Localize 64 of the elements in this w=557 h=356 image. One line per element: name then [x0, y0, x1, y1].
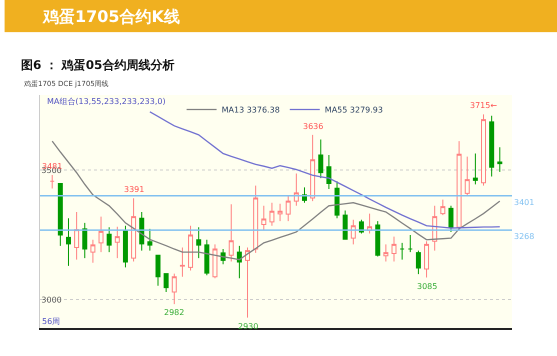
candlestick	[440, 199, 446, 216]
candlestick	[106, 226, 112, 253]
candlestick	[497, 146, 502, 172]
candlestick	[139, 212, 144, 252]
legend-label: MA55 3279.93	[324, 106, 383, 115]
candlestick	[253, 185, 258, 254]
candlestick	[164, 273, 169, 293]
candlestick	[114, 226, 120, 259]
candlestick	[66, 218, 71, 266]
y-tick-label: 3000	[41, 295, 62, 304]
chart-title: 鸡蛋1705合约K线	[42, 7, 180, 26]
annotation: 3391	[124, 185, 144, 194]
candlestick	[424, 240, 430, 278]
candlestick	[147, 228, 152, 252]
candlestick	[383, 244, 388, 262]
candlestick	[82, 222, 88, 259]
candlestick	[286, 196, 291, 222]
candlestick	[481, 114, 486, 186]
candlestick	[122, 225, 128, 268]
candlestick	[50, 174, 55, 189]
candlestick	[245, 246, 250, 318]
candlestick	[58, 182, 63, 246]
candlestick	[489, 115, 494, 178]
candlestick	[180, 246, 185, 278]
annotation: MA组合(13,55,233,233,233,0)	[47, 97, 166, 106]
candlestick	[416, 250, 421, 275]
ref-line-label: 3401	[514, 198, 534, 207]
candlestick	[318, 139, 324, 179]
annotation: 3636	[303, 122, 324, 131]
chart-subtitle: 图6 ： 鸡蛋05合约周线分析	[21, 58, 174, 72]
candlestick	[326, 154, 332, 190]
candlestick	[310, 134, 316, 202]
candlestick	[350, 219, 356, 245]
candlestick	[261, 205, 266, 231]
candlestick	[204, 239, 210, 276]
candlestick	[90, 239, 96, 264]
candlestick	[278, 203, 283, 222]
candlestick	[342, 210, 348, 240]
candlestick	[472, 153, 478, 185]
candlestick	[212, 244, 218, 279]
candlestick	[464, 156, 470, 197]
annotation: 3715←	[470, 101, 498, 110]
candlestick	[236, 245, 242, 279]
annotation: 3085	[417, 282, 438, 291]
candlestick	[196, 226, 202, 259]
line-series	[149, 111, 500, 229]
candlestick	[98, 216, 104, 253]
candlestick	[448, 205, 454, 232]
candlestick	[408, 234, 413, 253]
candlestick	[188, 225, 194, 272]
candlestick	[375, 220, 380, 258]
annotation: 2982	[164, 308, 184, 317]
ref-line-label: 3268	[514, 232, 534, 241]
candlestick	[228, 204, 234, 262]
legend-label: MA13 3376.38	[222, 106, 280, 115]
candlestick	[400, 242, 405, 260]
candlestick	[172, 273, 177, 305]
candlestick	[74, 212, 80, 260]
annotation: 56周	[42, 317, 60, 326]
candlestick	[392, 236, 396, 262]
candlestick	[269, 202, 274, 226]
candlestick	[131, 198, 136, 262]
candlestick	[294, 172, 299, 206]
candlestick	[156, 254, 160, 286]
